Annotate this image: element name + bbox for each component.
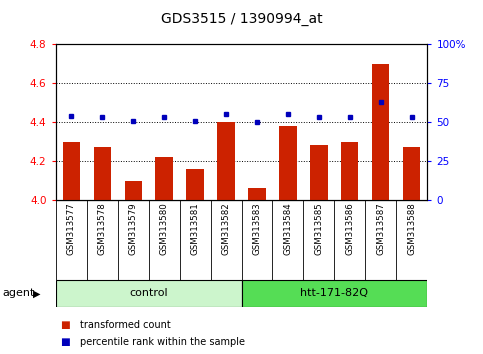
- Text: GSM313581: GSM313581: [190, 202, 199, 255]
- Text: GSM313588: GSM313588: [408, 202, 416, 255]
- Text: agent: agent: [2, 289, 35, 298]
- Text: control: control: [129, 289, 168, 298]
- Bar: [125, 181, 142, 200]
- Bar: [62, 142, 80, 200]
- Bar: [156, 157, 172, 200]
- Text: GSM313585: GSM313585: [314, 202, 324, 255]
- Bar: [56, 280, 242, 307]
- Bar: [372, 64, 389, 200]
- Text: transformed count: transformed count: [80, 320, 170, 330]
- Text: GSM313584: GSM313584: [284, 202, 293, 255]
- Bar: [341, 142, 358, 200]
- Text: percentile rank within the sample: percentile rank within the sample: [80, 337, 245, 347]
- Text: GDS3515 / 1390994_at: GDS3515 / 1390994_at: [161, 12, 322, 27]
- Text: htt-171-82Q: htt-171-82Q: [300, 289, 369, 298]
- Text: ▶: ▶: [33, 289, 41, 298]
- Bar: [403, 148, 421, 200]
- Bar: [242, 280, 427, 307]
- Bar: [186, 169, 203, 200]
- Text: GSM313580: GSM313580: [159, 202, 169, 255]
- Bar: [248, 188, 266, 200]
- Text: GSM313578: GSM313578: [98, 202, 107, 255]
- Text: GSM313582: GSM313582: [222, 202, 230, 255]
- Text: GSM313583: GSM313583: [253, 202, 261, 255]
- Bar: [311, 145, 327, 200]
- Text: GSM313579: GSM313579: [128, 202, 138, 255]
- Text: GSM313577: GSM313577: [67, 202, 75, 255]
- Text: GSM313587: GSM313587: [376, 202, 385, 255]
- Text: ■: ■: [60, 337, 70, 347]
- Bar: [217, 122, 235, 200]
- Text: ■: ■: [60, 320, 70, 330]
- Bar: [94, 148, 111, 200]
- Text: GSM313586: GSM313586: [345, 202, 355, 255]
- Bar: [280, 126, 297, 200]
